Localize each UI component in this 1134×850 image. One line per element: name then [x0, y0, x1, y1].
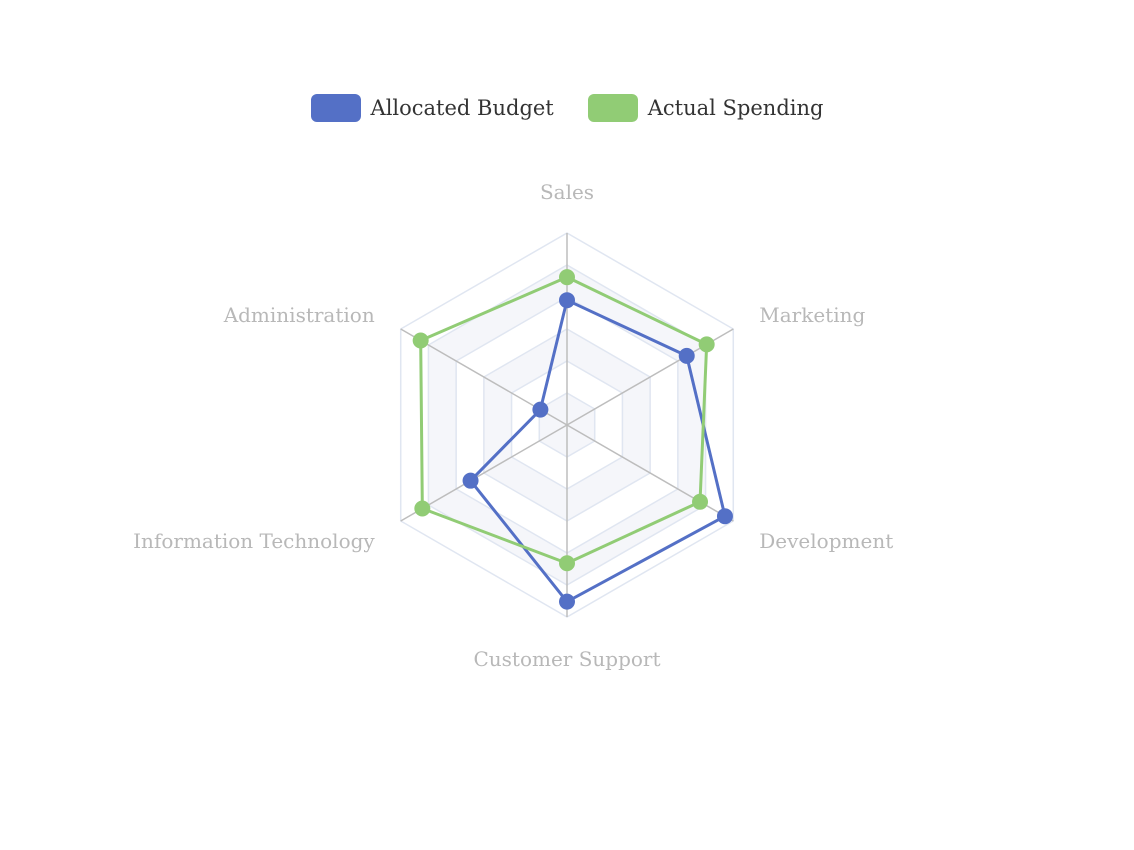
data-point-series-1-1 [698, 336, 715, 353]
data-point-series-1-0 [559, 269, 575, 286]
legend-item-actual-spending[interactable]: Actual Spending [587, 94, 824, 122]
data-point-series-0-0 [559, 292, 575, 309]
legend-swatch-actual-spending [587, 94, 638, 122]
data-point-series-1-2 [692, 493, 709, 510]
data-point-series-0-5 [532, 401, 549, 418]
axis-label-1: Marketing [759, 303, 865, 327]
data-point-series-1-5 [412, 332, 429, 349]
legend-label-allocated-budget: Allocated Budget [370, 96, 554, 120]
legend-label-actual-spending: Actual Spending [647, 96, 824, 120]
axis-label-2: Development [759, 529, 893, 553]
legend-item-allocated-budget[interactable]: Allocated Budget [310, 94, 554, 122]
legend: Allocated Budget Actual Spending [0, 94, 1134, 122]
axis-label-3: Customer Support [473, 647, 660, 671]
axis-label-4: Information Technology [133, 529, 375, 553]
data-point-series-0-3 [559, 593, 575, 610]
data-point-series-1-3 [559, 555, 575, 572]
data-point-series-0-1 [678, 347, 695, 364]
axis-label-0: Sales [540, 180, 594, 204]
data-point-series-0-4 [462, 472, 479, 489]
axis-label-5: Administration [223, 303, 375, 327]
data-point-series-0-2 [716, 508, 733, 525]
data-point-series-1-4 [414, 500, 431, 517]
legend-swatch-allocated-budget [310, 94, 361, 122]
